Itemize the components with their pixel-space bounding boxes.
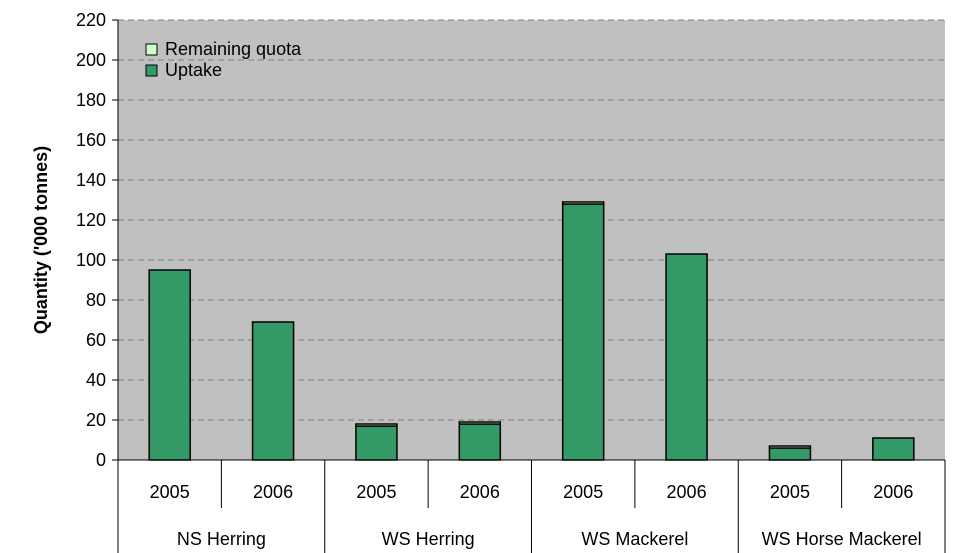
x-tick-labels: 2005 2006 2005 2006 2005 2006 2005 2006: [150, 482, 914, 502]
bar-uptake: [251, 321, 295, 461]
x-tick-label: 2005: [563, 482, 603, 502]
bars: [148, 201, 915, 461]
y-tick-label: 220: [76, 10, 106, 30]
x-tick-label: 2005: [356, 482, 396, 502]
bar-remaining-quota: [561, 201, 605, 205]
bar-uptake: [148, 269, 191, 461]
y-tick-label: 40: [86, 370, 106, 390]
group-label: WS Horse Mackerel: [762, 529, 922, 549]
y-tick-label: 160: [76, 130, 106, 150]
group-labels: NS Herring WS Herring WS Mackerel WS Horse …: [177, 529, 922, 549]
y-axis-title: Quantity ('000 tonnes): [31, 146, 51, 334]
bar-remaining-quota: [768, 445, 812, 449]
y-tick-label: 120: [76, 210, 106, 230]
y-tick-label: 180: [76, 90, 106, 110]
y-tick-label: 140: [76, 170, 106, 190]
x-tick-label: 2005: [150, 482, 190, 502]
bar-remaining-quota: [355, 423, 398, 427]
plot-area: [118, 20, 945, 460]
group-label: NS Herring: [177, 529, 266, 549]
y-tick-label: 200: [76, 50, 106, 70]
gridlines: [118, 19, 945, 421]
x-tick-label: 2006: [873, 482, 913, 502]
group-label: WS Mackerel: [581, 529, 688, 549]
bar-uptake: [665, 253, 708, 461]
axes: [112, 19, 946, 553]
legend-swatch: [145, 43, 158, 56]
bar-uptake: [458, 423, 502, 461]
y-tick-label: 80: [86, 290, 106, 310]
legend-swatch: [145, 64, 158, 77]
x-tick-label: 2006: [667, 482, 707, 502]
y-tick-label: 0: [96, 450, 106, 470]
bar-uptake: [768, 447, 812, 461]
x-tick-label: 2006: [460, 482, 500, 502]
bar-remaining-quota: [458, 421, 502, 425]
group-label: WS Herring: [382, 529, 475, 549]
y-tick-label: 20: [86, 410, 106, 430]
legend-label: Uptake: [165, 60, 222, 80]
y-tick-labels: 0 20 40 60 80 100 120 140 160 180 200 220: [76, 10, 106, 470]
y-tick-label: 100: [76, 250, 106, 270]
y-tick-label: 60: [86, 330, 106, 350]
x-tick-label: 2006: [253, 482, 293, 502]
x-tick-label: 2005: [770, 482, 810, 502]
bar-uptake: [872, 437, 915, 461]
bar-uptake: [561, 203, 605, 461]
bar-uptake: [355, 425, 398, 461]
legend-label: Remaining quota: [165, 39, 302, 59]
